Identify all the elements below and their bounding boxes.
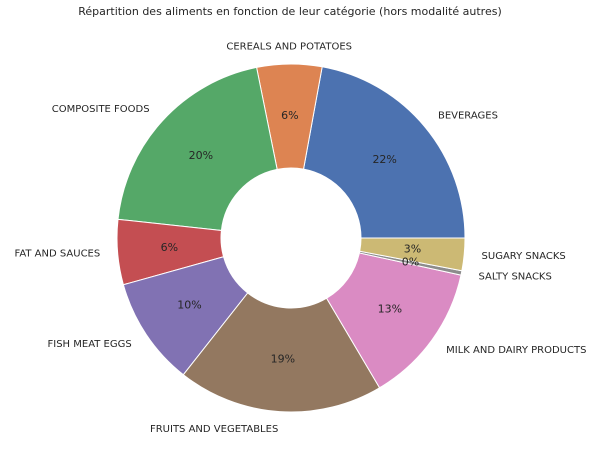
category-label-composite-foods: COMPOSITE FOODS <box>52 104 150 115</box>
percent-label-beverages: 22% <box>372 153 396 166</box>
category-label-salty-snacks: SALTY SNACKS <box>478 271 551 282</box>
percent-label-fruits-and-vegetables: 19% <box>271 353 295 366</box>
category-labels-group: BEVERAGES CEREALS AND POTATOES COMPOSITE F… <box>15 42 587 435</box>
category-label-fruits-and-vegetables: FRUITS AND VEGETABLES <box>150 424 278 435</box>
percent-label-fish-meat-eggs: 10% <box>177 299 201 312</box>
category-label-milk-and-dairy-products: MILK AND DAIRY PRODUCTS <box>446 345 586 356</box>
slice-milk-and-dairy-products <box>325 252 462 389</box>
category-label-fat-and-sauces: FAT AND SAUCES <box>15 249 101 260</box>
slice-beverages <box>302 66 466 239</box>
category-label-cereals-and-potatoes: CEREALS AND POTATOES <box>226 42 352 53</box>
slice-sugary-snacks <box>359 237 466 272</box>
category-label-beverages: BEVERAGES <box>438 110 498 121</box>
percent-label-composite-foods: 20% <box>189 149 213 162</box>
percent-label-sugary-snacks: 3% <box>404 243 421 256</box>
slice-fruits-and-vegetables <box>182 292 381 413</box>
category-label-sugary-snacks: SUGARY SNACKS <box>482 251 566 262</box>
percent-labels-group: 22% 6% 20% 6% 10% 19% 13% 0%3% <box>161 109 421 366</box>
percent-label-cereals-and-potatoes: 6% <box>281 109 298 122</box>
percent-label-milk-and-dairy-products: 13% <box>378 302 402 315</box>
percent-label-salty-snacks: 0% <box>402 256 419 269</box>
percent-label-fat-and-sauces: 6% <box>161 241 178 254</box>
category-label-fish-meat-eggs: FISH MEAT EGGS <box>48 339 132 350</box>
slice-composite-foods <box>117 66 278 232</box>
chart-title: Répartition des aliments en fonction de … <box>78 5 502 18</box>
slices-group <box>116 63 466 413</box>
